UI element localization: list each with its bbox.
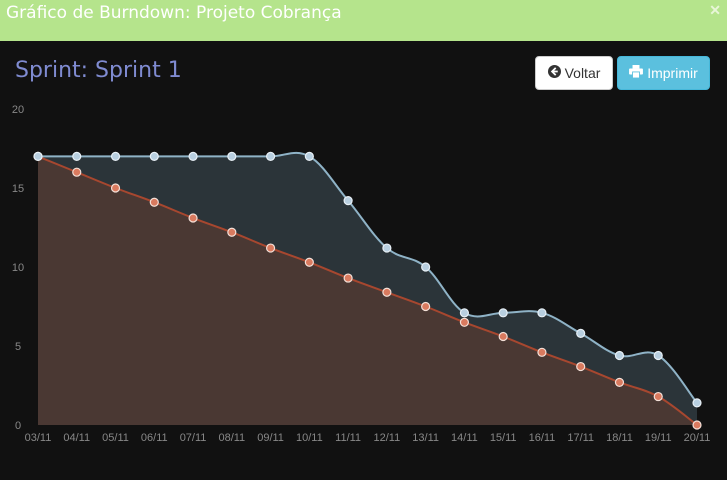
print-button[interactable]: Imprimir bbox=[617, 56, 710, 90]
actual-point bbox=[576, 328, 586, 338]
actual-point bbox=[653, 350, 663, 361]
actual-point bbox=[537, 308, 547, 318]
ideal-point bbox=[537, 347, 547, 357]
ideal-point bbox=[110, 183, 121, 193]
x-tick-label: 14/11 bbox=[451, 432, 478, 444]
actual-point bbox=[382, 243, 392, 253]
ideal-point bbox=[265, 243, 276, 253]
ideal-point bbox=[188, 213, 198, 223]
x-tick-label: 04/11 bbox=[63, 432, 90, 444]
actual-point bbox=[265, 151, 276, 162]
x-tick-label: 15/11 bbox=[490, 432, 517, 444]
x-tick-label: 17/11 bbox=[567, 432, 594, 444]
ideal-point bbox=[498, 331, 508, 342]
ideal-point bbox=[614, 377, 625, 387]
actual-point bbox=[110, 151, 121, 162]
ideal-point bbox=[653, 391, 663, 402]
x-tick-label: 10/11 bbox=[296, 432, 323, 444]
x-tick-label: 05/11 bbox=[102, 432, 129, 444]
burndown-chart-svg: 0 5 10 15 20 03/11 04/11 05/11 06/11 07/11 08/11 09… bbox=[12, 104, 711, 444]
actual-point bbox=[188, 151, 198, 162]
y-tick-label: 10 bbox=[12, 262, 24, 274]
x-tick-label: 06/11 bbox=[141, 432, 168, 444]
actual-point bbox=[227, 151, 237, 162]
ideal-point bbox=[149, 197, 159, 207]
ideal-point bbox=[459, 317, 470, 327]
ideal-point bbox=[692, 420, 702, 430]
actual-point bbox=[149, 151, 159, 162]
actual-point bbox=[343, 196, 353, 206]
ideal-point bbox=[343, 273, 353, 283]
x-tick-label: 12/11 bbox=[374, 432, 401, 444]
x-tick-label: 03/11 bbox=[25, 432, 52, 444]
actual-point bbox=[614, 350, 625, 361]
printer-icon bbox=[629, 65, 644, 81]
y-tick-label: 20 bbox=[12, 104, 24, 116]
actual-point bbox=[459, 308, 470, 318]
x-tick-label: 08/11 bbox=[218, 432, 245, 444]
actual-point bbox=[692, 398, 702, 408]
x-tick-label: 07/11 bbox=[180, 432, 207, 444]
ideal-point bbox=[227, 227, 237, 237]
actual-point bbox=[33, 151, 43, 162]
window-title: Gráfico de Burndown: Projeto Cobrança bbox=[6, 3, 342, 23]
x-tick-label: 16/11 bbox=[529, 432, 556, 444]
print-button-label: Imprimir bbox=[647, 65, 698, 81]
actual-point bbox=[421, 262, 431, 272]
ideal-point bbox=[421, 301, 431, 312]
actual-point bbox=[498, 308, 508, 318]
y-tick-label: 5 bbox=[15, 341, 21, 353]
close-icon[interactable]: ✕ bbox=[709, 2, 721, 18]
ideal-point bbox=[576, 361, 586, 372]
y-tick-label: 0 bbox=[15, 420, 21, 432]
ideal-point bbox=[304, 257, 314, 267]
x-tick-label: 20/11 bbox=[684, 432, 711, 444]
actual-point bbox=[72, 151, 82, 162]
ideal-area bbox=[38, 156, 697, 425]
y-tick-label: 15 bbox=[12, 183, 24, 195]
window-titlebar: Gráfico de Burndown: Projeto Cobrança ✕ bbox=[0, 0, 727, 41]
x-tick-label: 19/11 bbox=[645, 432, 672, 444]
x-tick-label: 13/11 bbox=[412, 432, 439, 444]
sprint-title: Sprint: Sprint 1 bbox=[15, 58, 182, 83]
ideal-point bbox=[382, 287, 392, 297]
x-tick-label: 18/11 bbox=[606, 432, 633, 444]
x-tick-label: 09/11 bbox=[257, 432, 284, 444]
actual-point bbox=[304, 151, 314, 162]
back-arrow-icon bbox=[547, 65, 561, 81]
ideal-point bbox=[72, 167, 82, 177]
x-tick-label: 11/11 bbox=[335, 432, 361, 444]
back-button-label: Voltar bbox=[564, 65, 601, 81]
burndown-chart: 0 5 10 15 20 03/11 04/11 05/11 06/11 07/11 08/11 09… bbox=[0, 95, 727, 475]
back-button[interactable]: Voltar bbox=[535, 56, 613, 90]
